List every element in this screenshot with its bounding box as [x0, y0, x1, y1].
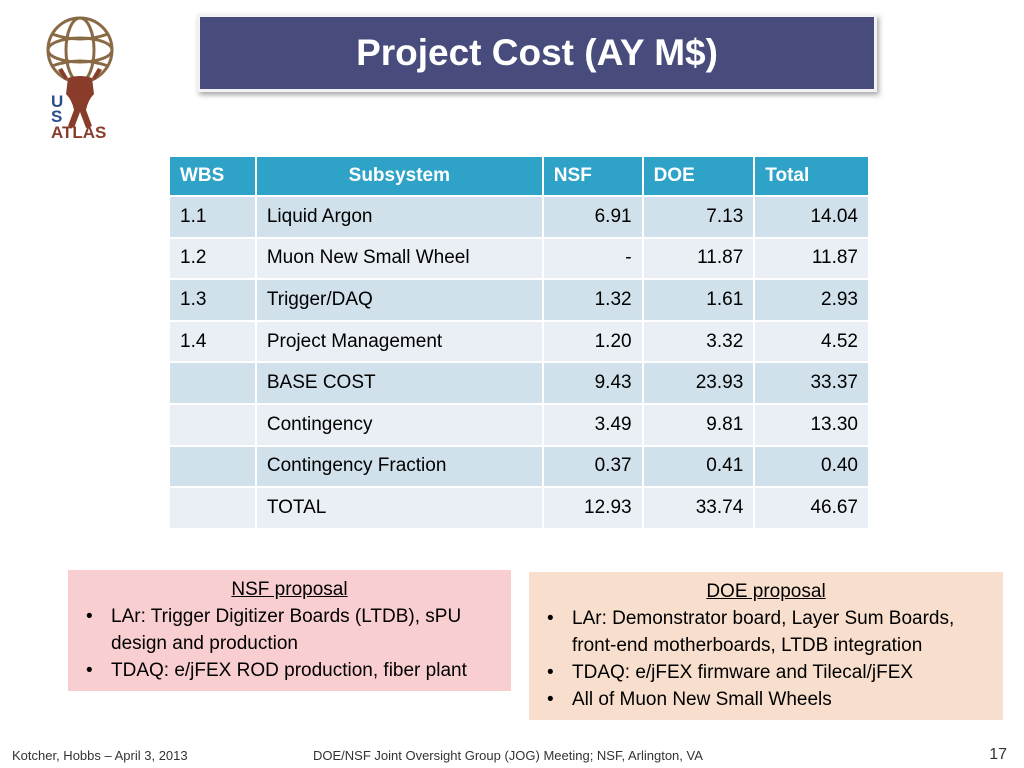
- cell-total: 4.52: [753, 319, 870, 364]
- cell-subsystem: Contingency: [254, 402, 544, 447]
- bullet-icon: •: [547, 662, 554, 683]
- nsf-proposal-heading: NSF proposal: [231, 579, 348, 600]
- cell-doe: 1.61: [641, 278, 756, 322]
- logo-word: ATLAS: [51, 123, 107, 142]
- slide-title: Project Cost (AY M$): [197, 14, 877, 92]
- list-item-text: LAr: Demonstrator board, Layer Sum Board…: [572, 608, 955, 656]
- doe-proposal-list: • LAr: Demonstrator board, Layer Sum Boar…: [539, 605, 993, 713]
- cell-nsf: 3.49: [541, 402, 644, 447]
- header-doe: DOE: [641, 155, 756, 197]
- cell-doe: 0.41: [641, 444, 756, 489]
- table-row-total: TOTAL 12.93 33.74 46.67: [168, 486, 870, 530]
- logo-letter-s: S: [51, 107, 63, 126]
- atlas-figure-icon: [58, 68, 102, 128]
- cell-total: 46.67: [753, 486, 870, 530]
- header-total: Total: [753, 155, 870, 197]
- cell-wbs: [168, 361, 257, 405]
- cell-subsystem: BASE COST: [254, 361, 544, 405]
- table-row: 1.1 Liquid Argon 6.91 7.13 14.04: [168, 195, 870, 239]
- cell-wbs: [168, 402, 257, 447]
- cell-doe: 3.32: [641, 319, 756, 364]
- cell-subsystem: TOTAL: [254, 486, 544, 530]
- cell-subsystem: Project Management: [254, 319, 544, 364]
- cell-total: 14.04: [753, 195, 870, 239]
- cell-wbs: [168, 486, 257, 530]
- list-item-text: LAr: Trigger Digitizer Boards (LTDB), sP…: [111, 606, 462, 654]
- cell-wbs: 1.4: [168, 319, 257, 364]
- doe-proposal-box: DOE proposal • LAr: Demonstrator board, L…: [529, 572, 1003, 720]
- globe-icon: [46, 16, 114, 84]
- nsf-proposal-list: • LAr: Trigger Digitizer Boards (LTDB), s…: [78, 603, 501, 684]
- cell-doe: 9.81: [641, 402, 756, 447]
- cell-total: 13.30: [753, 402, 870, 447]
- page-number: 17: [989, 746, 1007, 763]
- cell-total: 11.87: [753, 236, 870, 281]
- table-row-contingency: Contingency 3.49 9.81 13.30: [168, 402, 870, 447]
- logo-letter-u: U: [51, 92, 64, 111]
- footer-meeting: DOE/NSF Joint Oversight Group (JOG) Meet…: [313, 748, 703, 763]
- list-item: • TDAQ: e/jFEX ROD production, fiber plan…: [78, 657, 501, 684]
- header-wbs: WBS: [168, 155, 257, 197]
- cell-doe: 23.93: [641, 361, 756, 405]
- cell-doe: 7.13: [641, 195, 756, 239]
- cell-total: 33.37: [753, 361, 870, 405]
- cell-nsf: -: [541, 236, 644, 281]
- cell-wbs: 1.3: [168, 278, 257, 322]
- cell-subsystem: Trigger/DAQ: [254, 278, 544, 322]
- nsf-proposal-box: NSF proposal • LAr: Trigger Digitizer Boa…: [68, 570, 511, 691]
- cell-nsf: 12.93: [541, 486, 644, 530]
- table-row: 1.4 Project Management 1.20 3.32 4.52: [168, 319, 870, 364]
- table-row-contingency-fraction: Contingency Fraction 0.37 0.41 0.40: [168, 444, 870, 489]
- list-item: • All of Muon New Small Wheels: [539, 686, 993, 713]
- list-item: • TDAQ: e/jFEX firmware and Tilecal/jFEX: [539, 659, 993, 686]
- list-item-text: TDAQ: e/jFEX firmware and Tilecal/jFEX: [572, 662, 914, 683]
- cell-doe: 33.74: [641, 486, 756, 530]
- list-item-text: TDAQ: e/jFEX ROD production, fiber plant: [111, 660, 467, 681]
- bullet-icon: •: [547, 689, 554, 710]
- cell-subsystem: Contingency Fraction: [254, 444, 544, 489]
- cell-wbs: 1.2: [168, 236, 257, 281]
- table-row: 1.3 Trigger/DAQ 1.32 1.61 2.93: [168, 278, 870, 322]
- header-subsystem: Subsystem: [254, 155, 544, 197]
- list-item-text: All of Muon New Small Wheels: [572, 689, 832, 710]
- table-header-row: WBS Subsystem NSF DOE Total: [168, 155, 870, 197]
- header-nsf: NSF: [541, 155, 644, 197]
- bullet-icon: •: [86, 660, 93, 681]
- cell-subsystem: Muon New Small Wheel: [254, 236, 544, 281]
- cell-total: 2.93: [753, 278, 870, 322]
- cell-nsf: 1.20: [541, 319, 644, 364]
- cost-table: WBS Subsystem NSF DOE Total 1.1 Liquid A…: [168, 155, 870, 530]
- cell-doe: 11.87: [641, 236, 756, 281]
- cell-total: 0.40: [753, 444, 870, 489]
- cell-nsf: 1.32: [541, 278, 644, 322]
- cell-nsf: 9.43: [541, 361, 644, 405]
- table-row: 1.2 Muon New Small Wheel - 11.87 11.87: [168, 236, 870, 281]
- bullet-icon: •: [547, 608, 554, 629]
- cell-nsf: 0.37: [541, 444, 644, 489]
- table-row-base-cost: BASE COST 9.43 23.93 33.37: [168, 361, 870, 405]
- list-item: • LAr: Demonstrator board, Layer Sum Boar…: [539, 605, 993, 659]
- us-atlas-logo: [46, 16, 114, 128]
- bullet-icon: •: [86, 606, 93, 627]
- footer-author-date: Kotcher, Hobbs – April 3, 2013: [12, 748, 188, 763]
- cell-subsystem: Liquid Argon: [254, 195, 544, 239]
- list-item: • LAr: Trigger Digitizer Boards (LTDB), s…: [78, 603, 501, 657]
- cell-wbs: 1.1: [168, 195, 257, 239]
- doe-proposal-heading: DOE proposal: [706, 581, 826, 602]
- cell-wbs: [168, 444, 257, 489]
- cell-nsf: 6.91: [541, 195, 644, 239]
